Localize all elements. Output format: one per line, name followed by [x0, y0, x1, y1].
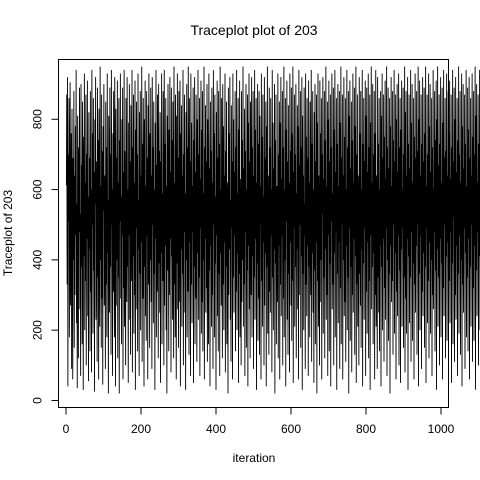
- y-tick-label: 600: [31, 179, 45, 199]
- y-axis-label: Traceplot of 203: [1, 190, 15, 277]
- y-tick-label: 800: [31, 109, 45, 129]
- y-tick-label: 400: [31, 250, 45, 270]
- x-tick-label: 800: [356, 422, 376, 436]
- x-tick-label: 600: [281, 422, 301, 436]
- x-axis: 0 200 400 600 800 1000: [63, 407, 455, 436]
- x-tick-label: 200: [131, 422, 151, 436]
- x-tick-label: 1000: [428, 422, 455, 436]
- x-tick-label: 400: [206, 422, 226, 436]
- trace-series-line: [65, 66, 480, 394]
- y-tick-label: 0: [31, 397, 45, 404]
- y-tick-label: 200: [31, 320, 45, 340]
- y-axis: 0 200 400 600 800: [31, 109, 59, 404]
- x-axis-label: iteration: [233, 451, 276, 465]
- series-group: [65, 66, 480, 394]
- x-tick-label: 0: [63, 422, 70, 436]
- chart-title: Traceplot plot of 203: [190, 22, 317, 38]
